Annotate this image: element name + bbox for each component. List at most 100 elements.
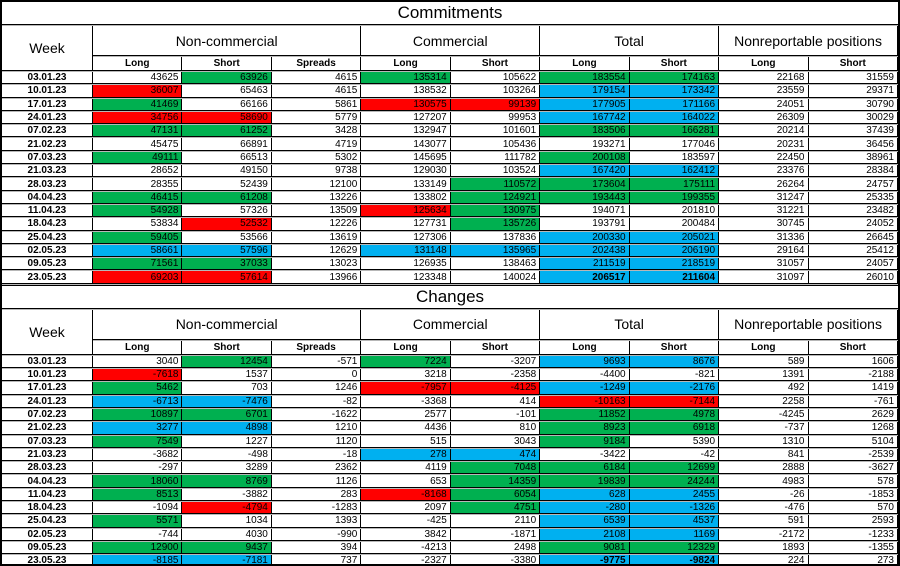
value-cell: 58661	[93, 244, 183, 258]
week-cell: 07.03.23	[2, 151, 93, 165]
table-row: 02.05.23 -744 4030 -990 3842 -1871 2108 1169 -21…	[2, 528, 898, 541]
value-cell: 133802	[361, 191, 451, 204]
value-cell: 8676	[629, 355, 720, 369]
value-cell: -3422	[540, 448, 630, 462]
table-row: 21.02.23 45475 66891 4719 143077 105436 193271…	[2, 138, 898, 151]
week-cell: 17.01.23	[2, 382, 93, 395]
value-cell: -8185	[93, 555, 183, 564]
value-cell: 38961	[808, 151, 898, 165]
value-cell: 4537	[629, 515, 720, 528]
value-cell: 24244	[629, 475, 720, 488]
value-cell: 205021	[629, 231, 720, 244]
week-cell: 11.04.23	[2, 488, 93, 502]
value-cell: 193443	[540, 191, 630, 204]
value-cell: -498	[182, 448, 272, 462]
value-cell: 66891	[182, 138, 272, 151]
week-cell: 24.01.23	[2, 111, 93, 125]
value-cell: 4119	[361, 462, 451, 475]
value-cell: 591	[719, 515, 809, 528]
value-cell: -3682	[93, 448, 183, 462]
table-row: 04.04.23 18060 8769 1126 653 14359 19839 24244 4…	[2, 475, 898, 488]
value-cell: -3882	[182, 488, 272, 502]
value-cell: 1268	[808, 422, 898, 435]
value-cell: -18	[271, 448, 362, 462]
value-cell: 2258	[719, 395, 809, 408]
value-cell: 515	[361, 435, 451, 448]
value-cell: -7181	[182, 555, 272, 564]
value-cell: -4794	[182, 502, 272, 515]
value-cell: 26645	[808, 231, 898, 244]
table-row: 18.04.23 -1094 -4794 -1283 2097 4751 -280 -1326…	[2, 502, 898, 515]
value-cell: 13966	[271, 271, 362, 284]
value-cell: 2498	[450, 541, 541, 555]
value-cell: 224	[719, 555, 809, 564]
table-row: 03.01.23 3040 12454 -571 7224 -3207 9693 8676 58…	[2, 355, 898, 369]
value-cell: -2176	[629, 382, 720, 395]
value-cell: -7618	[93, 369, 183, 382]
value-cell: 110572	[450, 178, 541, 191]
value-cell: -1853	[808, 488, 898, 502]
value-cell: 5861	[271, 98, 362, 111]
value-cell: 2108	[540, 528, 630, 541]
week-cell: 03.01.23	[2, 355, 93, 369]
value-cell: 1034	[182, 515, 272, 528]
value-cell: 99139	[450, 98, 541, 111]
value-cell: -1326	[629, 502, 720, 515]
value-cell: 13509	[271, 204, 362, 218]
value-cell: 23482	[808, 204, 898, 218]
week-cell: 21.03.23	[2, 165, 93, 178]
value-cell: 2097	[361, 502, 451, 515]
value-cell: -3368	[361, 395, 451, 408]
value-cell: 1419	[808, 382, 898, 395]
value-cell: 23559	[719, 85, 809, 98]
value-cell: 13023	[271, 258, 362, 271]
value-cell: -4125	[450, 382, 541, 395]
value-cell: 4719	[271, 138, 362, 151]
value-cell: 57614	[182, 271, 272, 284]
value-cell: 59405	[93, 231, 183, 244]
value-cell: 140024	[450, 271, 541, 284]
value-cell: 26309	[719, 111, 809, 125]
value-cell: -1094	[93, 502, 183, 515]
subheader-nc-short: Short	[182, 340, 272, 355]
subheader-t-short: Short	[629, 57, 720, 71]
value-cell: 578	[808, 475, 898, 488]
value-cell: 179154	[540, 85, 630, 98]
table-row: 28.03.23 -297 3289 2362 4119 7048 6184 12699 288…	[2, 462, 898, 475]
value-cell: 25335	[808, 191, 898, 204]
value-cell: 41469	[93, 98, 183, 111]
value-cell: 126935	[361, 258, 451, 271]
value-cell: 162412	[629, 165, 720, 178]
value-cell: 1126	[271, 475, 362, 488]
value-cell: -26	[719, 488, 809, 502]
value-cell: 105622	[450, 72, 541, 85]
value-cell: 2629	[808, 408, 898, 422]
value-cell: -1283	[271, 502, 362, 515]
value-cell: 28355	[93, 178, 183, 191]
subheader-nc-long: Long	[93, 340, 183, 355]
value-cell: 194071	[540, 204, 630, 218]
value-cell: 30745	[719, 218, 809, 231]
week-cell: 09.05.23	[2, 258, 93, 271]
value-cell: 3043	[450, 435, 541, 448]
value-cell: 12454	[182, 355, 272, 369]
value-cell: 61252	[182, 125, 272, 138]
value-cell: 6539	[540, 515, 630, 528]
value-cell: 28384	[808, 165, 898, 178]
subheader-c-short: Short	[450, 57, 541, 71]
value-cell: 20231	[719, 138, 809, 151]
value-cell: 1120	[271, 435, 362, 448]
value-cell: 810	[450, 422, 541, 435]
value-cell: 71561	[93, 258, 183, 271]
value-cell: -1233	[808, 528, 898, 541]
value-cell: 24051	[719, 98, 809, 111]
table-row: 09.05.23 12900 9437 394 -4213 2498 9081 12329 18…	[2, 541, 898, 555]
value-cell: -9775	[540, 555, 630, 564]
value-cell: 211604	[629, 271, 720, 284]
group-header-nonreportable: Nonreportable positions	[719, 26, 898, 56]
value-cell: 1893	[719, 541, 809, 555]
week-cell: 04.04.23	[2, 191, 93, 204]
table-row: 23.05.23 -8185 -7181 737 -2327 -3380 -9775 -982…	[2, 555, 898, 564]
week-cell: 28.03.23	[2, 462, 93, 475]
commitments-title: Commitments	[2, 2, 898, 25]
